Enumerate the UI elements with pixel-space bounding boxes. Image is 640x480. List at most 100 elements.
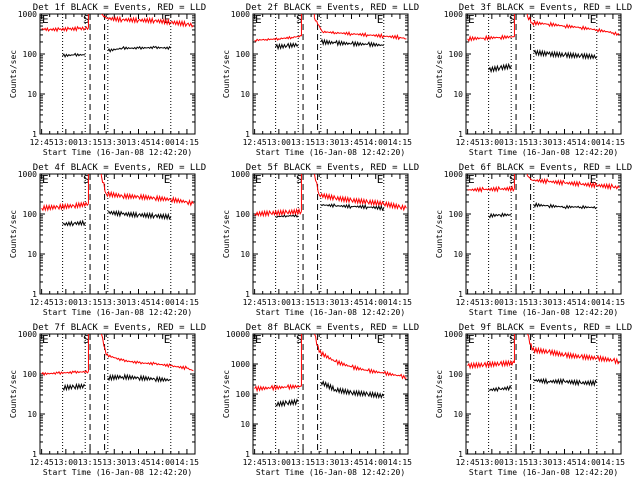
x-axis-label: Start Time (16-Jan-08 12:42:20) [469, 308, 618, 317]
y-tick-label: 1 [32, 450, 37, 459]
events-series-line [320, 379, 385, 400]
y-tick-label: 10 [240, 250, 250, 259]
y-tick-label: 1 [458, 290, 463, 299]
marker-s: S [296, 333, 303, 346]
panel-title: Det 3f BLACK = Events, RED = LLD [459, 3, 632, 13]
lld-series-line [254, 207, 302, 218]
x-tick-label: 14:00 [577, 138, 601, 147]
panel-title: Det 4f BLACK = Events, RED = LLD [33, 163, 206, 173]
x-tick-label: 14:00 [364, 298, 388, 307]
y-tick-label: 10 [27, 90, 37, 99]
x-tick-label: 13:00 [480, 138, 504, 147]
x-tick-label: 13:00 [267, 138, 291, 147]
events-series-line [320, 203, 385, 212]
plot-frame [465, 333, 622, 455]
marker-s: S [509, 333, 516, 346]
marker-s: S [509, 13, 516, 26]
lld-series-line [100, 334, 194, 372]
marker-e-left: E [468, 173, 475, 186]
x-tick-label: 13:30 [102, 138, 126, 147]
y-tick-label: 100 [236, 210, 251, 219]
x-axis-label: Start Time (16-Jan-08 12:42:20) [469, 468, 618, 477]
marker-e-right: E [377, 13, 384, 26]
x-tick-label: 13:45 [339, 138, 363, 147]
y-tick-label: 10 [453, 410, 463, 419]
x-axis-label: Start Time (16-Jan-08 12:42:20) [256, 308, 405, 317]
plot-frame [39, 173, 196, 295]
events-series-line [488, 384, 512, 393]
y-tick-label: 1000 [18, 10, 37, 19]
x-tick-label: 13:15 [291, 458, 315, 467]
marker-e-left: E [255, 13, 262, 26]
events-series-line [488, 212, 512, 219]
x-axis-label: Start Time (16-Jan-08 12:42:20) [469, 148, 618, 157]
lld-series-line [313, 334, 407, 380]
x-tick-label: 13:00 [54, 298, 78, 307]
y-axis-label: Counts/sec [222, 50, 231, 98]
panel-det-7: Det 7f BLACK = Events, RED = LLD 1 10 100 10… [9, 323, 206, 477]
lld-series-line [254, 34, 302, 43]
x-tick-label: 13:30 [315, 458, 339, 467]
panel-title: Det 1f BLACK = Events, RED = LLD [33, 3, 206, 13]
x-tick-label: 13:45 [339, 458, 363, 467]
x-tick-label: 12:45 [456, 138, 480, 147]
x-tick-label: 12:45 [30, 458, 54, 467]
events-series-line [275, 398, 299, 408]
y-tick-label: 100 [449, 370, 464, 379]
x-tick-label: 13:45 [126, 458, 150, 467]
events-series-line [488, 62, 512, 74]
series-group [41, 334, 194, 392]
marker-e-right: E [164, 13, 171, 26]
x-tick-label: 12:45 [243, 298, 267, 307]
marker-s: S [296, 13, 303, 26]
x-tick-label: 12:45 [243, 458, 267, 467]
x-axis-label: Start Time (16-Jan-08 12:42:20) [43, 468, 192, 477]
plot-frame [39, 333, 196, 455]
events-series-line [275, 41, 299, 51]
x-tick-label: 12:45 [456, 458, 480, 467]
x-tick-label: 13:45 [339, 298, 363, 307]
marker-e-left: E [42, 173, 49, 186]
y-tick-label: 10 [27, 250, 37, 259]
x-tick-label: 13:15 [504, 298, 528, 307]
x-tick-label: 13:00 [480, 298, 504, 307]
series-group [254, 14, 407, 51]
x-tick-label: 14:00 [151, 138, 175, 147]
panel-det-9: Det 9f BLACK = Events, RED = LLD 1 10 100 10… [435, 323, 632, 477]
marker-e-left: E [255, 333, 262, 346]
y-axis-label: Counts/sec [435, 50, 444, 98]
marker-s: S [83, 333, 90, 346]
lld-series-line [41, 201, 89, 212]
x-tick-label: 13:15 [291, 138, 315, 147]
y-axis-label: Counts/sec [222, 370, 231, 418]
panel-det-1: Det 1f BLACK = Events, RED = LLD 1 10 100 10… [9, 3, 206, 157]
lld-series-line [467, 34, 515, 42]
y-tick-label: 1000 [231, 170, 250, 179]
x-tick-label: 14:00 [151, 458, 175, 467]
x-tick-label: 13:15 [78, 138, 102, 147]
marker-e-right: E [590, 13, 597, 26]
x-axis-label: Start Time (16-Jan-08 12:42:20) [256, 468, 405, 477]
lld-series-line [41, 369, 89, 377]
x-tick-label: 13:00 [54, 458, 78, 467]
series-group [254, 334, 407, 408]
marker-e-left: E [42, 333, 49, 346]
y-tick-label: 10 [240, 90, 250, 99]
lld-series-line [101, 14, 194, 28]
panel-det-8: Det 8f BLACK = Events, RED = LLD 1 10 100 10… [222, 323, 419, 477]
y-axis-label: Counts/sec [222, 210, 231, 258]
y-tick-label: 1 [32, 130, 37, 139]
marker-s: S [296, 173, 303, 186]
x-tick-label: 13:45 [126, 298, 150, 307]
y-axis-label: Counts/sec [9, 370, 18, 418]
events-series-line [533, 377, 598, 388]
x-tick-label: 14:15 [388, 458, 412, 467]
panel-title: Det 5f BLACK = Events, RED = LLD [246, 163, 419, 173]
y-tick-label: 1000 [444, 330, 463, 339]
x-tick-label: 13:00 [267, 298, 291, 307]
y-tick-label: 1 [458, 450, 463, 459]
x-tick-label: 14:15 [175, 458, 199, 467]
x-tick-label: 14:15 [601, 138, 625, 147]
marker-s: S [83, 173, 90, 186]
